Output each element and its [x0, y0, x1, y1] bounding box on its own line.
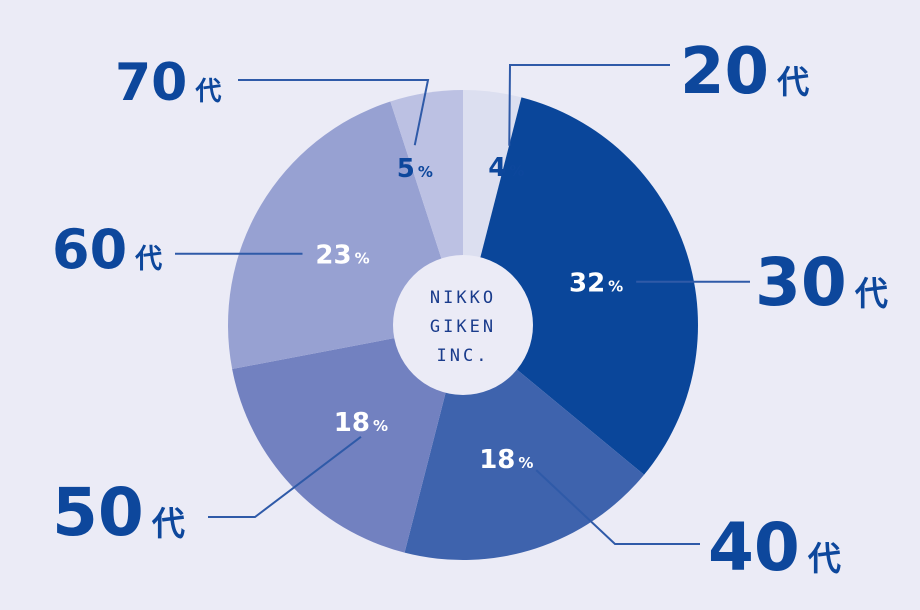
age-label-70: 70 代 [115, 53, 221, 113]
center-text-line-3: INC. [437, 346, 490, 366]
age-label-40: 40 代 [708, 509, 841, 586]
leader-line-20 [508, 64, 670, 146]
age-label-30: 30 代 [755, 244, 888, 321]
leader-line-70 [238, 79, 430, 146]
leader-line-40 [535, 469, 700, 545]
center-text-line-1: NIKKO [430, 288, 496, 308]
leader-lines [175, 64, 750, 545]
center-text-line-2: GIKEN [430, 317, 496, 337]
leader-line-50 [208, 436, 362, 518]
percent-label-30: 32% [569, 269, 623, 299]
pie-slice-50 [232, 325, 463, 553]
age-label-50: 50 代 [52, 474, 185, 551]
age-label-60: 60 代 [52, 218, 162, 281]
pie-slice-30 [463, 97, 698, 475]
age-label-20: 20 代 [680, 35, 809, 109]
center-hole [393, 255, 533, 395]
